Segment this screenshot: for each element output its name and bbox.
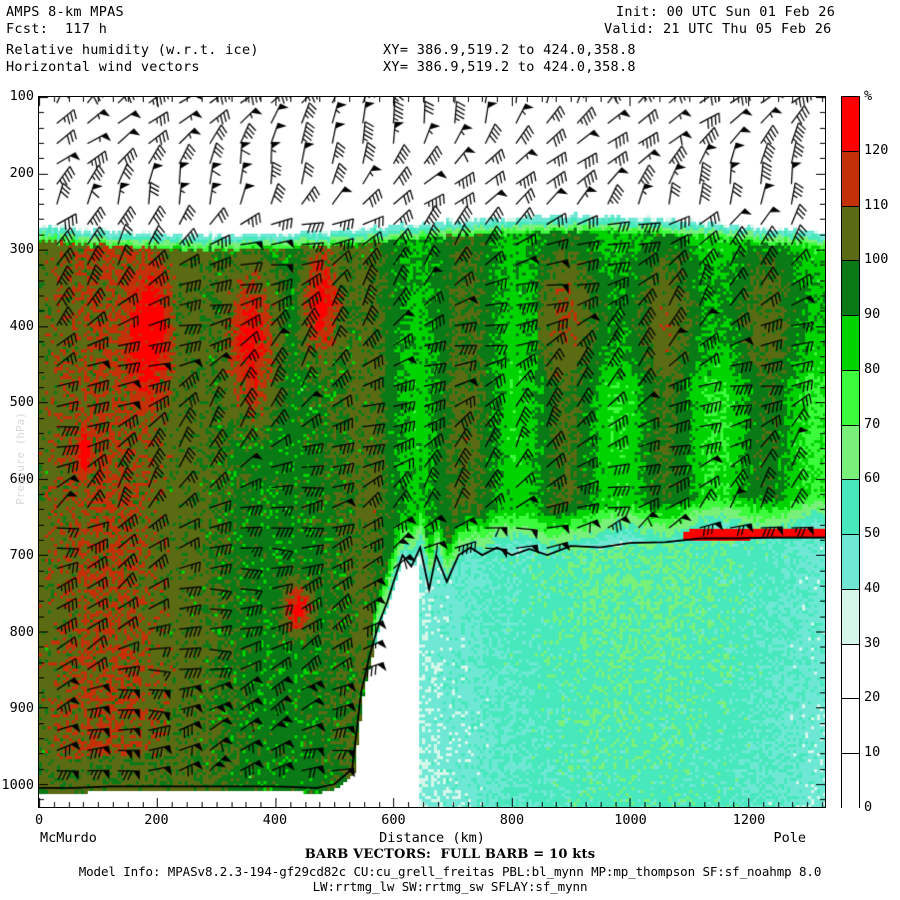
colorbar-band-5 [842,370,859,426]
colorbar-tick-60: 60 [864,470,881,487]
radiation-info-line: LW:rrtmg_lw SW:rrtmg_sw SFLAY:sf_mynn [312,879,588,894]
x-tick-1200: 1200 [732,812,766,828]
colorbar-tick-110: 110 [864,196,889,213]
endpoint-label-right: Pole [773,830,806,846]
colorbar-tick-90: 90 [864,306,881,323]
x-tick-1000: 1000 [614,812,647,828]
y-tick-400: 400 [9,317,34,334]
y-tick-100: 100 [9,88,34,104]
cross-section-plot [38,96,826,808]
field-label-humidity: Relative humidity (w.r.t. ice) [6,42,259,58]
y-tick-1000: 1000 [1,777,34,794]
x-tick-0: 0 [35,812,44,828]
colorbar-band-2 [842,206,859,262]
endpoint-label-left: McMurdo [40,830,97,846]
colorbar-band-9 [842,589,859,645]
colorbar-band-1 [842,151,859,207]
model-title: AMPS 8-km MPAS [6,4,124,20]
y-tick-800: 800 [9,623,34,640]
colorbar-tick-0: 0 [864,799,873,815]
field-label-wind: Horizontal wind vectors [6,59,200,75]
model-info-line: Model Info: MPASv8.2.3-194-gf29cd82c CU:… [78,864,822,879]
y-tick-300: 300 [9,241,34,258]
xy-range-humidity: XY= 386.9,519.2 to 424.0,358.8 [383,42,636,58]
y-tick-500: 500 [9,394,34,411]
humidity-colorbar [841,96,860,809]
x-axis-tick-labels: 0 200 400 600 800 1000 1200 [35,812,826,832]
y-axis-tick-labels: 100 200 300 400 500 600 700 800 900 1000 [0,88,34,808]
colorbar-band-10 [842,644,859,700]
y-tick-700: 700 [9,547,34,564]
colorbar-band-12 [842,754,859,809]
colorbar-tick-40: 40 [864,579,881,596]
x-tick-600: 600 [381,812,406,828]
colorbar-band-11 [842,699,859,755]
y-tick-900: 900 [9,700,34,717]
colorbar-tick-80: 80 [864,360,881,377]
colorbar-tick-50: 50 [864,525,881,542]
x-tick-800: 800 [499,812,525,828]
y-tick-600: 600 [9,470,34,487]
colorbar-band-8 [842,535,859,590]
colorbar-tick-120: 120 [864,141,889,158]
colorbar-band-3 [842,261,859,317]
colorbar-tick-70: 70 [864,415,881,432]
valid-time: Valid: 21 UTC Thu 05 Feb 26 [604,21,832,37]
y-axis-title: Pressure (hPa) [13,412,27,505]
colorbar-tick-30: 30 [864,634,881,651]
colorbar-band-0 [842,97,859,152]
x-axis-title: Distance (km) [379,830,485,846]
xy-range-wind: XY= 386.9,519.2 to 424.0,358.8 [383,59,636,75]
forecast-hour: Fcst: 117 h [6,21,108,37]
barb-vector-legend: BARB VECTORS: FULL BARB = 10 kts [304,847,596,862]
colorbar-tick-100: 100 [864,251,889,268]
init-time: Init: 00 UTC Sun 01 Feb 26 [616,4,836,20]
x-tick-200: 200 [144,812,169,828]
colorbar-band-4 [842,316,859,371]
y-tick-200: 200 [9,164,34,181]
x-tick-400: 400 [262,812,288,828]
axis-ticks-canvas [39,97,825,807]
colorbar-tick-labels: 120 110 100 90 80 70 60 50 40 30 20 10 0 [864,96,900,815]
colorbar-band-6 [842,425,859,481]
colorbar-tick-10: 10 [864,744,881,761]
colorbar-band-7 [842,480,859,536]
colorbar-tick-20: 20 [864,689,881,706]
colorbar-unit-label: % [864,88,873,104]
figure-header: AMPS 8-km MPAS Fcst: 117 h Relative humi… [0,0,900,92]
